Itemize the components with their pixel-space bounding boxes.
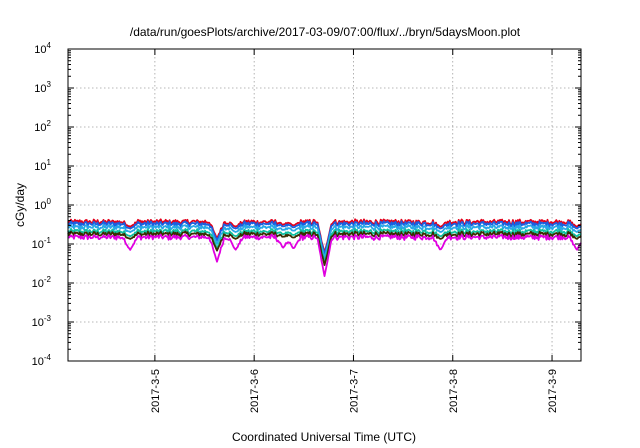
series-line — [67, 233, 582, 278]
x-axis-label: Coordinated Universal Time (UTC) — [232, 430, 416, 444]
chart-title: /data/run/goesPlots/archive/2017-03-09/0… — [130, 25, 521, 39]
y-tick-label: 10-2 — [32, 275, 52, 290]
x-tick-label: 2017-3-8 — [448, 369, 460, 413]
series-layer — [67, 218, 582, 278]
x-axis: 2017-3-5 2017-3-6 2017-3-7 2017-3-8 2017-3-9 — [150, 49, 559, 413]
y-tick-label: 10-3 — [32, 314, 52, 329]
x-tick-label: 2017-3-9 — [547, 369, 559, 413]
y-axis-label: cGy/day — [13, 183, 27, 227]
series-line — [67, 223, 582, 260]
y-tick-label: 102 — [34, 119, 51, 134]
x-tick-label: 2017-3-7 — [348, 369, 360, 413]
y-tick-label: 101 — [34, 158, 51, 173]
y-axis: 10-4 10-3 10-2 10-1 100 101 102 103 104 — [32, 41, 581, 368]
y-tick-label: 10-1 — [32, 236, 52, 251]
y-tick-label: 10-4 — [32, 353, 52, 368]
y-tick-label: 100 — [34, 197, 51, 212]
series-line — [67, 230, 582, 267]
y-tick-label: 104 — [34, 41, 51, 56]
x-tick-label: 2017-3-5 — [150, 369, 162, 413]
y-tick-label: 103 — [34, 80, 51, 95]
x-tick-label: 2017-3-6 — [249, 369, 261, 413]
grid-layer — [68, 49, 581, 361]
